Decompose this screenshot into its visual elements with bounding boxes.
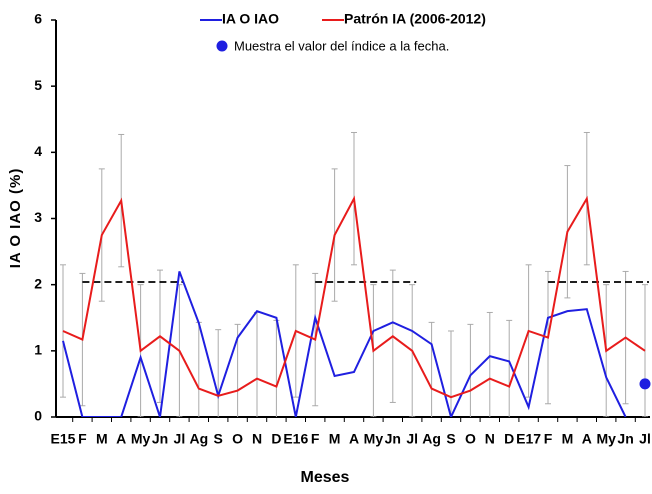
y-tick-label: 0 xyxy=(34,408,42,424)
x-tick-label: F xyxy=(78,431,87,447)
x-tick-label: F xyxy=(544,431,553,447)
x-tick-label: Jl xyxy=(174,431,186,447)
point xyxy=(639,378,651,390)
x-tick-label: O xyxy=(232,431,243,447)
x-tick-label: D xyxy=(271,431,281,447)
x-tick-label: Ag xyxy=(422,431,441,447)
x-tick-label: Ag xyxy=(189,431,208,447)
x-tick-label: Jn xyxy=(617,431,633,447)
x-tick-label: S xyxy=(214,431,223,447)
x-tick-label: S xyxy=(446,431,455,447)
series-line xyxy=(62,271,627,417)
x-tick-label: E17 xyxy=(516,431,541,447)
x-tick-label: My xyxy=(596,431,616,447)
x-tick-label: N xyxy=(252,431,262,447)
x-tick-label: D xyxy=(504,431,514,447)
y-tick-label: 5 xyxy=(34,77,42,93)
y-tick-label: 3 xyxy=(34,209,42,225)
x-tick-label: N xyxy=(485,431,495,447)
y-axis-title: IA O IAO (%) xyxy=(7,168,24,269)
y-tick-label: 1 xyxy=(34,342,42,358)
y-tick-label: 2 xyxy=(34,275,42,291)
plot-area xyxy=(60,131,649,417)
legend-label: Muestra el valor del índice a la fecha. xyxy=(234,38,449,53)
x-tick-label: M xyxy=(329,431,341,447)
x-tick-label: Jn xyxy=(152,431,168,447)
x-tick-label: M xyxy=(96,431,108,447)
x-axis-title: Meses xyxy=(301,469,350,486)
legend-label: Patrón IA (2006-2012) xyxy=(344,11,486,27)
x-tick-label: A xyxy=(582,431,592,447)
x-tick-label: E15 xyxy=(51,431,76,447)
x-tick-label: Jl xyxy=(639,431,651,447)
legend-marker xyxy=(216,40,228,52)
y-tick-label: 4 xyxy=(34,143,42,159)
x-tick-label: A xyxy=(116,431,126,447)
legend-label: IA O IAO xyxy=(222,11,279,27)
x-tick-label: A xyxy=(349,431,359,447)
y-tick-label: 6 xyxy=(34,11,42,27)
x-tick-label: Jl xyxy=(406,431,418,447)
x-tick-label: My xyxy=(131,431,151,447)
x-tick-label: My xyxy=(364,431,384,447)
x-tick-label: Jn xyxy=(385,431,401,447)
series-line xyxy=(62,195,646,399)
x-tick-label: F xyxy=(311,431,320,447)
x-tick-label: O xyxy=(465,431,476,447)
x-tick-label: M xyxy=(562,431,574,447)
x-tick-label: E16 xyxy=(283,431,308,447)
